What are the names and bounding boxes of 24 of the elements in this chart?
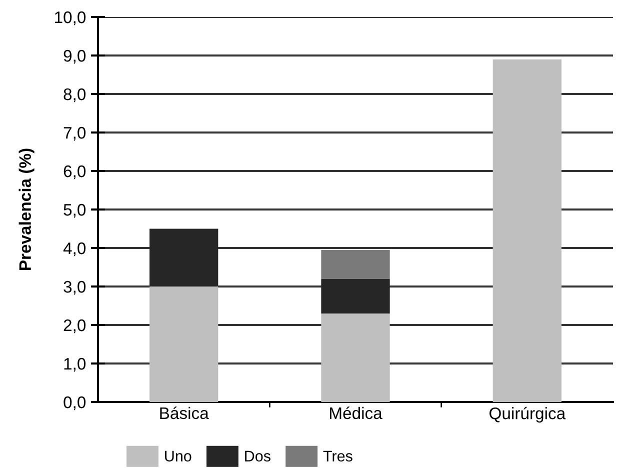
y-tick-label: 3,0 [64, 280, 86, 295]
y-tick-label: 2,0 [64, 319, 86, 334]
legend-label: Uno [165, 450, 192, 462]
y-tick-label: 4,0 [63, 242, 86, 256]
y-tick-label: 1,0 [64, 358, 86, 372]
bar [492, 59, 562, 402]
bar [150, 286, 218, 402]
bar [321, 313, 390, 402]
bar [321, 278, 390, 314]
x-tick-label: Quirúrgica [490, 406, 566, 423]
legend-label: Tres [323, 450, 352, 462]
y-tick-label: 9,0 [64, 50, 86, 64]
x-tick-label: Médica [330, 406, 382, 420]
y-tick-label: 10,0 [55, 11, 86, 26]
bar [150, 228, 218, 286]
bar [321, 250, 390, 279]
y-tick-label: 7,0 [64, 126, 86, 141]
y-axis-title: Prevalencia (%) [18, 148, 34, 270]
y-tick-label: 8,0 [64, 88, 86, 102]
y-tick-label: 5,0 [64, 204, 86, 218]
legend-label: Dos [245, 450, 270, 462]
x-tick-label: Básica [160, 406, 209, 420]
y-tick-label: 6,0 [64, 165, 86, 180]
y-tick-label: 0,0 [64, 396, 86, 410]
